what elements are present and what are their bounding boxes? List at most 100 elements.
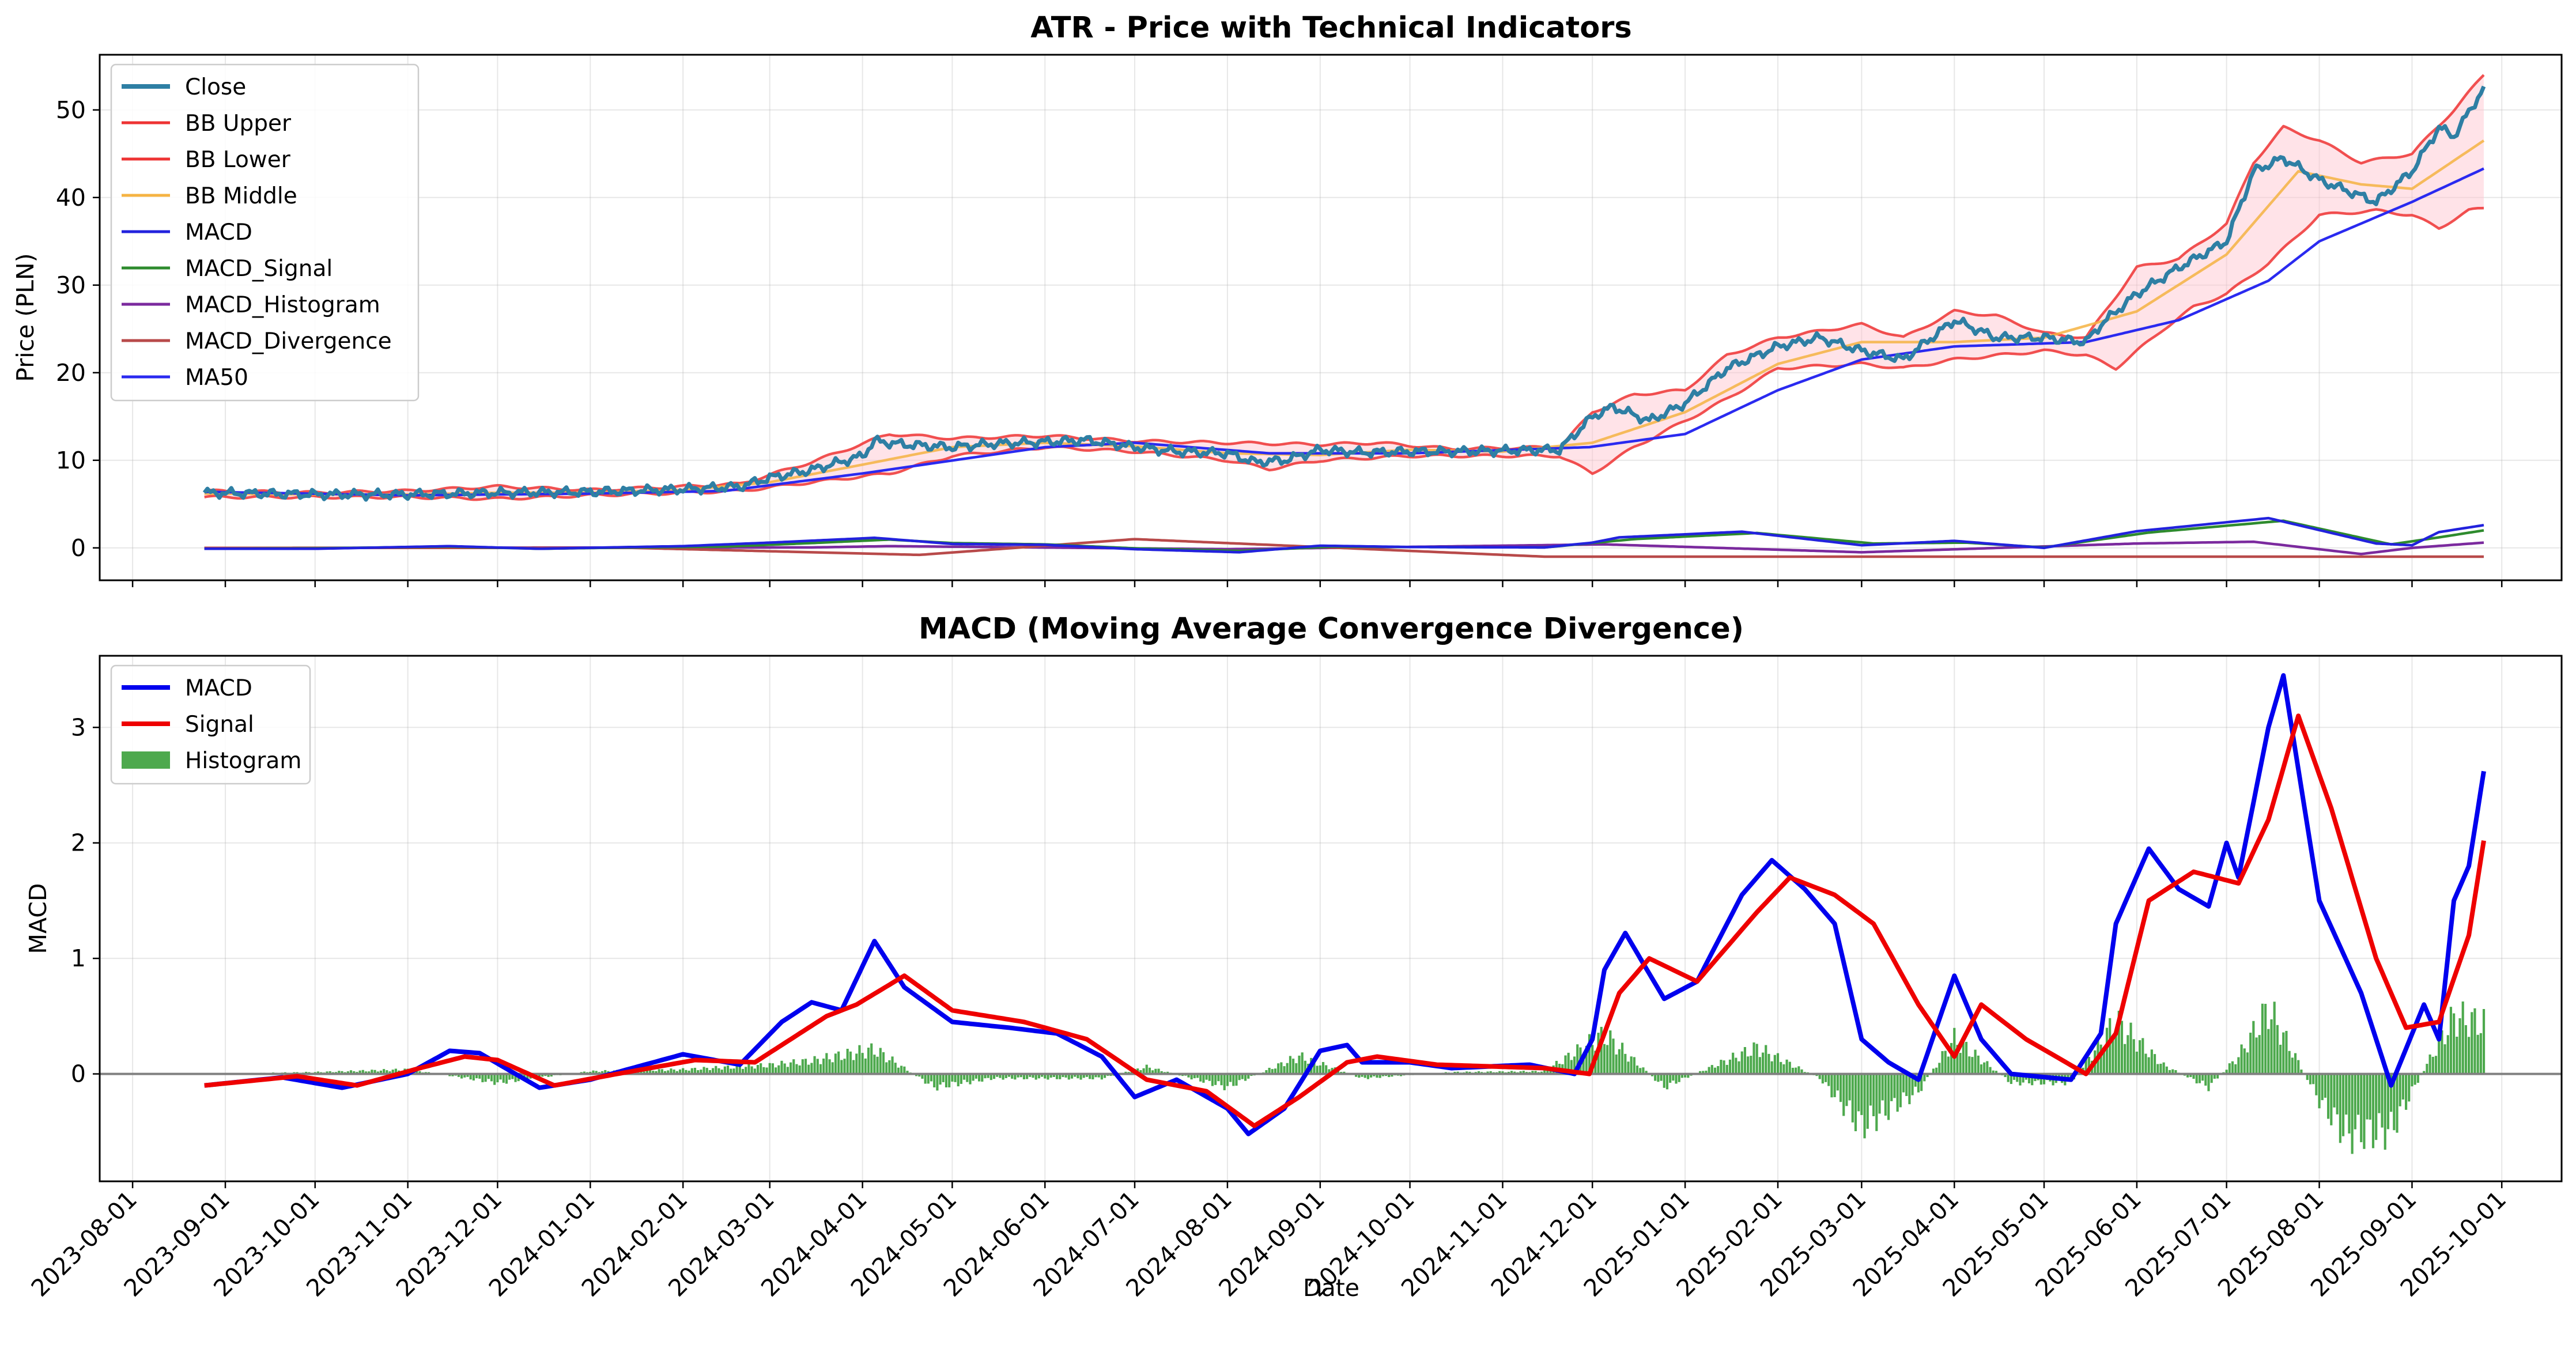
histogram-bar — [723, 1066, 726, 1074]
histogram-bar — [1097, 1074, 1100, 1078]
histogram-bar — [2401, 1074, 2404, 1100]
histogram-bar — [667, 1070, 670, 1074]
histogram-bar — [2336, 1074, 2339, 1114]
histogram-bar — [732, 1068, 735, 1074]
histogram-bar — [960, 1074, 963, 1084]
histogram-bar — [1089, 1074, 1091, 1079]
histogram-bar — [2276, 1025, 2279, 1074]
histogram-bar — [1268, 1067, 1271, 1074]
histogram-bar — [1923, 1074, 1926, 1082]
histogram-bar — [1576, 1044, 1579, 1074]
histogram-bar — [1800, 1069, 1803, 1074]
histogram-bar — [1980, 1064, 1983, 1074]
histogram-bar — [1743, 1046, 1746, 1074]
histogram-bar — [1187, 1074, 1190, 1078]
histogram-bar — [741, 1068, 745, 1074]
histogram-bar — [1037, 1074, 1040, 1079]
histogram-bar — [386, 1070, 388, 1074]
histogram-bar — [1477, 1071, 1480, 1074]
histogram-bar — [1019, 1074, 1022, 1078]
histogram-bar — [2207, 1074, 2210, 1091]
histogram-bar — [2458, 1018, 2461, 1074]
histogram-bar — [388, 1071, 391, 1074]
histogram-bar — [1217, 1074, 1220, 1082]
histogram-bar — [1388, 1074, 1391, 1078]
histogram-bar — [1941, 1051, 1944, 1074]
histogram-bar — [924, 1074, 927, 1084]
histogram-bar — [595, 1071, 598, 1074]
histogram-bar — [996, 1074, 999, 1077]
histogram-bar — [2124, 1044, 2126, 1074]
histogram-bar — [1872, 1074, 1875, 1116]
histogram-bar — [1824, 1074, 1827, 1082]
histogram-bar — [954, 1074, 957, 1082]
histogram-bar — [2300, 1070, 2303, 1074]
histogram-bar — [2482, 1008, 2486, 1074]
y-tick-label: 30 — [56, 271, 86, 299]
histogram-bar — [1687, 1074, 1690, 1078]
histogram-bar — [945, 1074, 948, 1087]
histogram-bar — [1049, 1074, 1052, 1078]
histogram-bar — [1782, 1064, 1785, 1074]
histogram-bar — [1612, 1038, 1615, 1074]
histogram-bar — [2360, 1074, 2363, 1143]
histogram-bar — [1606, 1045, 1609, 1074]
histogram-bar — [511, 1074, 514, 1079]
histogram-bar — [762, 1067, 765, 1074]
histogram-bar — [822, 1058, 825, 1074]
histogram-bar — [1044, 1074, 1047, 1079]
histogram-bar — [478, 1074, 481, 1079]
histogram-bar — [1989, 1067, 1992, 1074]
histogram-bar — [1465, 1071, 1468, 1074]
histogram-bar — [1968, 1056, 1971, 1074]
histogram-bar — [690, 1068, 693, 1074]
histogram-bar — [416, 1070, 418, 1074]
histogram-bar — [1665, 1074, 1669, 1090]
histogram-bar — [798, 1065, 801, 1074]
histogram-bar — [1710, 1065, 1713, 1074]
histogram-bar — [1573, 1056, 1576, 1074]
histogram-bar — [1244, 1074, 1247, 1081]
histogram-bar — [1202, 1074, 1205, 1083]
histogram-bar — [1328, 1069, 1331, 1074]
histogram-bar — [771, 1063, 774, 1074]
histogram-bar — [1190, 1074, 1193, 1080]
histogram-bar — [831, 1062, 834, 1074]
y-tick-label: 0 — [71, 534, 86, 562]
histogram-bar — [660, 1069, 663, 1074]
histogram-bar — [670, 1068, 673, 1074]
histogram-bar — [1062, 1074, 1064, 1078]
histogram-bar — [1047, 1074, 1049, 1080]
histogram-bar — [1196, 1074, 1199, 1078]
histogram-bar — [1316, 1065, 1319, 1074]
histogram-bar — [1094, 1074, 1097, 1078]
histogram-bar — [1827, 1074, 1830, 1086]
histogram-bar — [957, 1074, 960, 1087]
histogram-bar — [705, 1068, 708, 1074]
histogram-bar — [364, 1071, 368, 1074]
histogram-bar — [1938, 1063, 1941, 1074]
histogram-bar — [2126, 1035, 2129, 1074]
histogram-bar — [2341, 1074, 2345, 1136]
histogram-bar — [2109, 1018, 2112, 1074]
histogram-bar — [900, 1065, 903, 1074]
histogram-bar — [2461, 1001, 2464, 1074]
histogram-bar — [1767, 1053, 1770, 1074]
histogram-bar — [658, 1069, 660, 1074]
histogram-bar — [472, 1074, 475, 1081]
histogram-bar — [1077, 1074, 1079, 1079]
histogram-bar — [2195, 1074, 2198, 1084]
legend-label: Signal — [185, 712, 254, 738]
legend-label: BB Middle — [185, 183, 297, 209]
histogram-bar — [1522, 1071, 1525, 1074]
price-y-axis-label: Price (PLN) — [12, 253, 39, 381]
histogram-bar — [1214, 1074, 1217, 1085]
histogram-bar — [2013, 1074, 2016, 1080]
histogram-bar — [894, 1063, 897, 1074]
histogram-bar — [361, 1070, 364, 1074]
y-tick-label: 10 — [56, 447, 86, 474]
histogram-bar — [1893, 1074, 1896, 1098]
histogram-bar — [1702, 1071, 1705, 1074]
histogram-bar — [2141, 1038, 2144, 1074]
histogram-bar — [1654, 1074, 1657, 1081]
